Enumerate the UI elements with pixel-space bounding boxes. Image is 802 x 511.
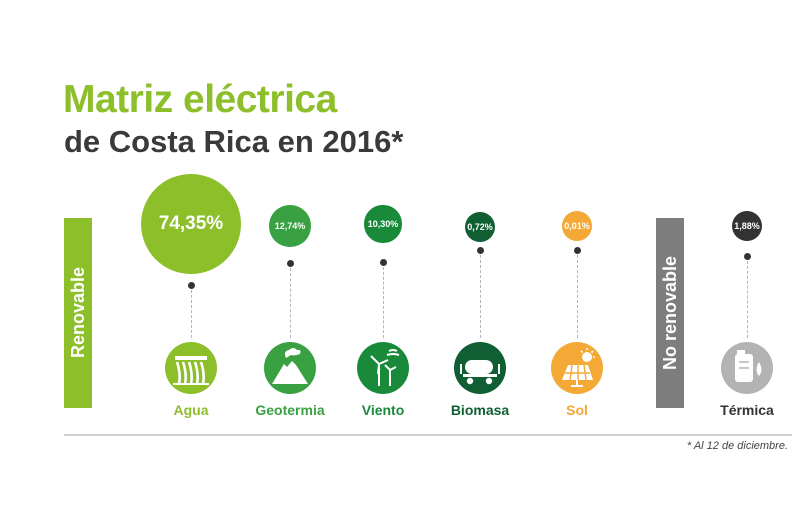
connector-dot-1 xyxy=(187,281,195,289)
connector-dot-4 xyxy=(476,246,484,254)
bottom-divider xyxy=(64,434,792,436)
wind-turbine-icon xyxy=(355,340,411,396)
footnote: * Al 12 de diciembre. xyxy=(686,440,788,452)
value-label-5: 0,01% xyxy=(564,221,590,231)
page-subtitle: de Costa Rica en 2016* xyxy=(64,124,404,159)
non-renewable-group-bar: No renovable xyxy=(656,218,684,408)
renewable-group-label: Renovable xyxy=(67,267,88,359)
value-label-2: 12,74% xyxy=(274,220,306,231)
value-bubble-1: 74,35% xyxy=(141,174,241,274)
fuel-tank-icon xyxy=(719,340,775,396)
value-bubble-4: 0,72% xyxy=(465,212,495,242)
connector-line-6 xyxy=(747,261,748,338)
hydro-dam-icon xyxy=(163,340,219,396)
connector-line-1 xyxy=(191,290,192,338)
connector-line-5 xyxy=(577,255,578,338)
category-label-1: Agua xyxy=(173,402,209,418)
connector-line-4 xyxy=(480,255,481,338)
category-label-2: Geotermia xyxy=(255,402,325,418)
connector-line-2 xyxy=(290,268,291,338)
connector-dot-5 xyxy=(573,246,581,254)
tanker-truck-icon xyxy=(452,340,508,396)
category-label-6: Térmica xyxy=(720,402,774,418)
category-label-3: Viento xyxy=(361,402,405,418)
value-bubble-6: 1,88% xyxy=(732,211,762,241)
non-renewable-group-label: No renovable xyxy=(659,255,680,371)
category-label-4: Biomasa xyxy=(450,402,510,418)
value-bubble-5: 0,01% xyxy=(562,211,592,241)
volcano-icon xyxy=(262,340,318,396)
value-label-4: 0,72% xyxy=(467,222,493,232)
connector-dot-6 xyxy=(743,252,751,260)
connector-dot-2 xyxy=(286,259,294,267)
value-bubble-2: 12,74% xyxy=(269,205,311,247)
value-label-1: 74,35% xyxy=(158,213,224,234)
connector-line-3 xyxy=(383,267,384,338)
solar-panel-icon xyxy=(549,340,605,396)
page-title: Matriz eléctrica xyxy=(63,78,337,121)
category-label-5: Sol xyxy=(566,402,588,418)
value-bubble-3: 10,30% xyxy=(364,205,402,243)
renewable-group-bar: Renovable xyxy=(64,218,92,408)
value-label-3: 10,30% xyxy=(367,218,399,229)
connector-dot-3 xyxy=(379,258,387,266)
value-label-6: 1,88% xyxy=(734,221,760,231)
